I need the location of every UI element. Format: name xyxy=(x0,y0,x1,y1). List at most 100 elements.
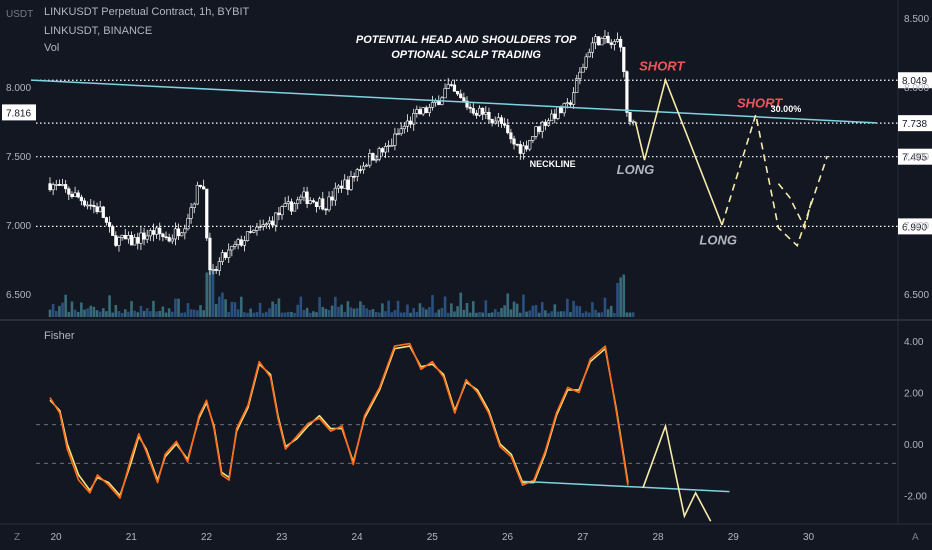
volume-bar xyxy=(349,307,353,317)
candle-body xyxy=(286,201,290,204)
volume-bar xyxy=(51,303,55,317)
volume-bar xyxy=(111,312,115,317)
candle-body xyxy=(104,217,109,223)
candle-body xyxy=(183,228,187,234)
projection-dashed-branch xyxy=(777,183,814,231)
candle-body xyxy=(111,226,115,236)
candle-body xyxy=(550,113,554,122)
level-label: 6.990 xyxy=(902,222,927,233)
candle-body xyxy=(615,38,620,42)
volume-bar xyxy=(591,302,594,317)
volume-bar xyxy=(544,310,547,317)
auto-scale-button[interactable]: A xyxy=(912,532,919,543)
candle-body xyxy=(292,203,297,212)
candle-body xyxy=(176,228,181,237)
time-tick: 26 xyxy=(502,532,514,543)
candle-body xyxy=(399,128,403,134)
symbol-title[interactable]: LINKUSDT Perpetual Contract, 1h, BYBIT xyxy=(44,6,250,18)
candle-body xyxy=(503,123,507,126)
volume-bar xyxy=(497,311,500,317)
candle-body xyxy=(198,184,203,187)
candle-body xyxy=(186,218,190,230)
candle-body xyxy=(524,145,529,150)
volume-bar xyxy=(337,306,340,317)
candle-body xyxy=(89,204,93,207)
candle-body xyxy=(139,232,143,244)
volume-bar xyxy=(431,295,434,317)
volume-bar xyxy=(418,303,422,317)
candle-body xyxy=(324,208,328,211)
volume-bar xyxy=(346,301,350,317)
volume-bar xyxy=(89,305,93,317)
volume-bar xyxy=(609,305,613,317)
volume-label[interactable]: Vol xyxy=(44,42,60,54)
level-label: 7.495 xyxy=(902,153,927,164)
volume-bar xyxy=(290,311,293,317)
volume-bar xyxy=(377,312,381,317)
volume-bar xyxy=(202,310,205,317)
candle-body xyxy=(358,169,363,171)
candle-body xyxy=(114,235,118,246)
volume-bar xyxy=(569,312,572,317)
volume-bar xyxy=(390,312,394,317)
candle-body xyxy=(151,230,156,235)
volume-bar xyxy=(616,282,619,317)
volume-bar xyxy=(98,311,102,317)
time-tick: 22 xyxy=(201,532,213,543)
volume-bar xyxy=(478,312,481,317)
candle-body xyxy=(230,246,234,251)
candle-body xyxy=(142,232,146,240)
candle-body xyxy=(343,179,347,189)
time-tick: 29 xyxy=(728,532,740,543)
volume-bar xyxy=(456,306,459,317)
volume-bars xyxy=(48,264,635,317)
candle-body xyxy=(60,184,65,186)
volume-bar xyxy=(522,294,525,317)
candle-body xyxy=(236,239,240,245)
fisher-line xyxy=(49,342,629,499)
price-tick-left: 7.500 xyxy=(6,152,31,163)
compare-symbol[interactable]: LINKUSDT, BINANCE xyxy=(44,25,153,37)
volume-bar xyxy=(246,312,249,317)
candle-body xyxy=(145,235,149,240)
volume-bar xyxy=(73,309,77,317)
volume-bar xyxy=(265,311,268,317)
price-tick-left: 7.000 xyxy=(6,221,31,232)
volume-bar xyxy=(465,302,469,317)
candle-body xyxy=(302,191,306,198)
volume-bar xyxy=(556,311,560,317)
volume-bar xyxy=(540,302,544,317)
candle-body xyxy=(506,125,510,134)
candle-body xyxy=(408,120,413,125)
candle-body xyxy=(170,238,174,242)
annotation-text: OPTIONAL SCALP TRADING xyxy=(391,49,541,61)
candlesticks xyxy=(48,30,635,276)
volume-bar xyxy=(102,308,105,317)
candle-body xyxy=(606,35,610,44)
fisher-tick: 2.00 xyxy=(904,389,924,400)
level-lines: 8.049 7.738 7.495 6.990 7.816 xyxy=(2,72,932,235)
candle-body xyxy=(456,91,460,95)
candle-body xyxy=(393,133,397,146)
fisher-label[interactable]: Fisher xyxy=(44,330,75,342)
time-tick: 21 xyxy=(126,532,138,543)
volume-bar xyxy=(221,292,224,317)
volume-bar xyxy=(631,312,635,317)
candle-body xyxy=(493,120,497,124)
candle-body xyxy=(361,165,366,171)
candle-body xyxy=(227,249,231,258)
candle-body xyxy=(261,224,265,227)
timezone-icon[interactable]: Z xyxy=(14,532,21,543)
candle-body xyxy=(509,132,513,140)
fisher-tick: -2.00 xyxy=(904,492,927,503)
price-tick-right: 7.500 xyxy=(904,152,929,163)
candle-body xyxy=(220,252,225,262)
candle-body xyxy=(205,188,209,239)
candle-body xyxy=(158,227,162,235)
candle-body xyxy=(418,109,422,115)
volume-bar xyxy=(117,311,121,317)
volume-bar xyxy=(584,311,588,317)
candle-body xyxy=(57,184,62,186)
candle-body xyxy=(390,145,394,147)
